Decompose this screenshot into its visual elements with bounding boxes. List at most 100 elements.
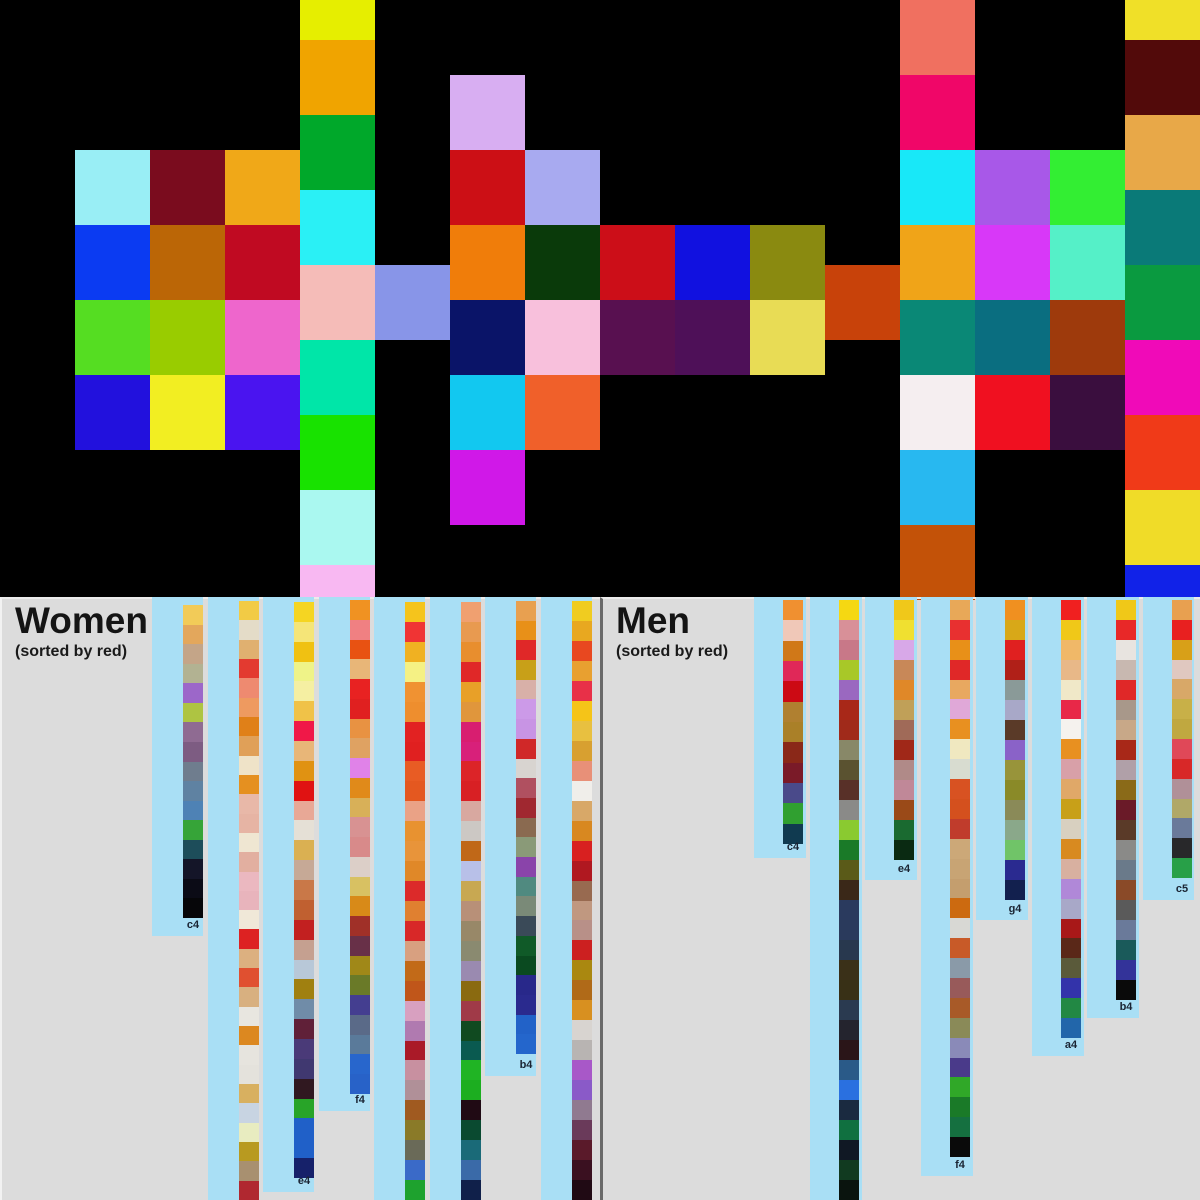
color-swatch [894,700,914,721]
color-swatch [239,794,259,814]
color-swatch [461,1020,481,1041]
mosaic-square [300,490,375,565]
color-swatch [1172,639,1192,660]
mosaic-square [750,225,825,300]
color-swatch [239,929,259,950]
color-swatch [839,1040,859,1061]
color-swatch [461,1120,481,1141]
mosaic-square [75,375,150,450]
color-swatch [950,898,970,919]
color-swatch [405,1080,425,1101]
mosaic-square [900,75,975,150]
color-swatch [1061,998,1081,1019]
color-swatch [350,600,370,621]
color-swatch [405,602,425,623]
note-label: g4 [1008,903,1022,915]
color-swatch [783,722,803,743]
color-swatch [1116,600,1136,621]
mosaic-square [225,300,300,375]
mosaic-square [525,225,600,300]
color-swatch [183,761,203,782]
color-swatch [405,1160,425,1181]
color-swatch [461,1160,481,1181]
color-swatch [950,699,970,720]
color-swatch [239,1142,259,1162]
mosaic-square [225,375,300,450]
color-swatch [1116,680,1136,701]
color-swatch [350,619,370,640]
mosaic-square [225,225,300,300]
color-swatch [950,997,970,1019]
color-swatch [783,701,803,723]
color-swatch [405,940,425,962]
color-swatch [516,640,536,661]
color-swatch [239,716,259,737]
color-swatch [461,661,481,683]
color-swatch [1005,600,1025,621]
color-swatch [405,1120,425,1141]
color-swatch [950,1037,970,1058]
mosaic-square [600,225,675,300]
color-swatch [294,999,314,1020]
color-swatch [1116,660,1136,681]
mosaic-square [1125,490,1200,565]
color-swatch [1172,699,1192,720]
color-swatch [1172,818,1192,839]
mosaic-square [75,225,150,300]
color-swatch [839,820,859,841]
mosaic-square [300,415,375,490]
color-swatch [1061,898,1081,919]
color-swatch [572,760,592,782]
color-swatch [839,840,859,861]
color-swatch [239,697,259,718]
color-swatch [1005,640,1025,661]
color-swatch [239,910,259,930]
color-swatch [1005,840,1025,861]
color-swatch [239,658,259,679]
color-swatch [183,644,203,665]
color-swatch [350,837,370,858]
color-swatch [516,738,536,759]
color-swatch [516,817,536,838]
color-swatch [950,779,970,800]
color-swatch [239,774,259,795]
color-swatch [1116,960,1136,981]
mosaic-square [750,300,825,375]
color-swatch [516,797,536,819]
color-swatch [839,960,859,981]
color-swatch [950,619,970,641]
color-swatch [239,968,259,988]
panel-women-title: Women [15,600,148,641]
color-swatch [405,681,425,703]
color-swatch [516,896,536,917]
color-swatch [239,601,259,621]
color-swatch [1005,880,1025,901]
color-swatch [894,740,914,761]
color-swatch [350,718,370,739]
color-swatch [1005,620,1025,641]
color-swatch [783,742,803,764]
color-swatch [950,1137,970,1158]
color-swatch [839,780,859,801]
color-swatch [950,858,970,879]
color-swatch [1061,978,1081,999]
color-swatch [516,837,536,858]
color-swatch [1116,980,1136,1001]
color-swatch [405,1140,425,1161]
color-swatch [1116,880,1136,901]
color-swatch [839,1140,859,1161]
color-swatch [294,800,314,821]
mosaic-square [525,300,600,375]
note-label: e4 [297,1175,311,1187]
color-swatch [572,620,592,642]
color-swatch [405,901,425,922]
color-swatch [405,781,425,802]
color-swatch [294,979,314,1000]
color-swatch [516,916,536,937]
mosaic-square [300,340,375,415]
color-swatch [950,679,970,700]
color-swatch [183,663,203,684]
color-swatch [839,680,859,701]
color-swatch [1061,958,1081,979]
color-swatch [1172,619,1192,641]
